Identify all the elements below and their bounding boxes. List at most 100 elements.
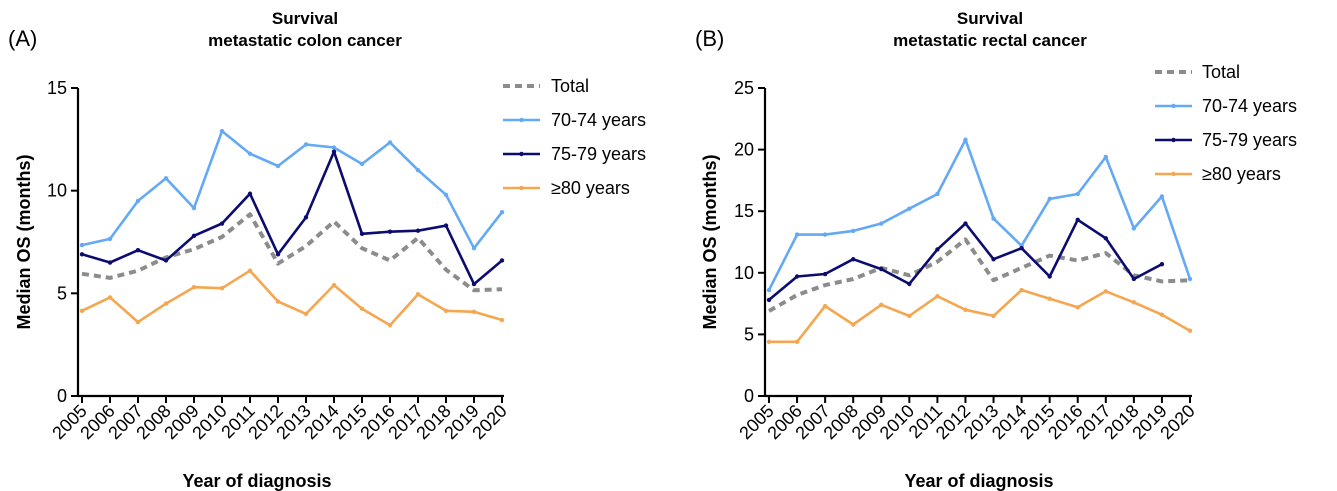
data-point [443,223,449,228]
data-point [163,258,169,263]
data-point [135,319,141,325]
y-tick-label: 20 [734,140,754,160]
data-point [107,260,113,265]
data-point [907,281,912,287]
panel-label: (B) [695,26,725,51]
data-point [1075,305,1080,310]
y-tick-label: 10 [47,181,67,201]
data-point [359,231,365,236]
data-point [1187,328,1193,333]
data-point [191,284,197,290]
data-point [1159,261,1165,267]
data-point [247,151,253,156]
data-point [1159,312,1165,317]
data-point [822,303,828,309]
data-point [79,252,85,257]
data-point [991,313,996,319]
data-point [303,142,309,147]
chart-title: Survival metastatic colon cancer [190,8,420,52]
data-point [794,339,800,344]
legend-marker [1171,137,1176,143]
legend-item: 75-79 years [503,144,646,164]
data-point [471,309,477,315]
data-point [275,163,281,169]
data-point [1047,274,1052,279]
series-3 [766,287,1193,344]
y-axis-title: Median OS (months) [14,154,34,329]
y-tick-label: 15 [47,78,67,98]
y-tick-label: 10 [734,263,754,283]
legend-marker [1171,171,1176,177]
data-point [163,301,169,306]
data-point [1075,217,1080,223]
data-point [499,210,505,215]
data-point [135,248,141,253]
legend-item: 75-79 years [1155,130,1297,150]
data-point [963,307,968,312]
y-tick-label: 15 [734,201,754,221]
data-point [1047,196,1052,202]
data-point [822,232,828,237]
data-point [851,228,856,234]
data-point [275,299,281,304]
data-point [766,297,772,303]
data-point [851,322,856,327]
series-line [767,138,1192,291]
data-point [794,274,800,279]
chart-title-line2: metastatic rectal cancer [893,31,1087,50]
legend-label: ≥80 years [551,178,630,198]
legend-marker [1171,103,1176,109]
panel-a: (A) Survival metastatic colon cancer 0 5 1… [0,0,668,491]
data-point [935,294,940,299]
series-2 [79,149,505,287]
series-line [81,212,503,293]
series-0 [768,237,1191,313]
data-point [247,191,253,196]
data-point [822,271,828,277]
series-0 [81,212,503,293]
data-point [359,161,365,167]
series-line [81,269,503,327]
legend-item: ≥80 years [503,178,630,198]
data-point [107,236,113,242]
data-point [1131,226,1137,231]
legend-label: ≥80 years [1202,164,1281,184]
y-tick-label: 5 [57,283,67,303]
legend-item: Total [1155,62,1240,82]
series-2 [766,217,1165,303]
data-point [219,221,225,226]
data-point [1103,154,1108,160]
x-axis-title: Year of diagnosis [904,471,1053,491]
data-point [191,205,197,211]
x-axis-title: Year of diagnosis [182,471,331,491]
data-point [275,252,281,257]
data-point [1019,245,1024,251]
data-point [1131,276,1137,282]
series-line [81,150,503,286]
data-point [499,317,505,323]
data-point [303,311,309,317]
legend-item: ≥80 years [1155,164,1281,184]
series-line [769,288,1191,344]
y-tick-label: 0 [744,386,754,406]
data-point [79,308,85,313]
legend-label: 75-79 years [1202,130,1297,150]
data-point [794,232,800,237]
chart-title-line1: Survival [956,9,1024,28]
series-1 [766,137,1193,293]
data-point [1019,287,1024,293]
series-line [81,129,504,250]
chart-rectal-svg: 0510152025200520062007200820092010201120… [700,62,1297,491]
data-point [79,242,85,248]
data-point [1075,191,1080,197]
data-point [1131,300,1137,305]
data-point [415,292,421,297]
data-point [1159,194,1165,199]
data-point [331,282,337,288]
data-point [247,268,253,273]
legend-label: Total [1202,62,1240,82]
legend-item: 70-74 years [503,110,646,130]
data-point [443,192,449,197]
data-point [107,295,113,300]
legend-marker [519,117,524,123]
